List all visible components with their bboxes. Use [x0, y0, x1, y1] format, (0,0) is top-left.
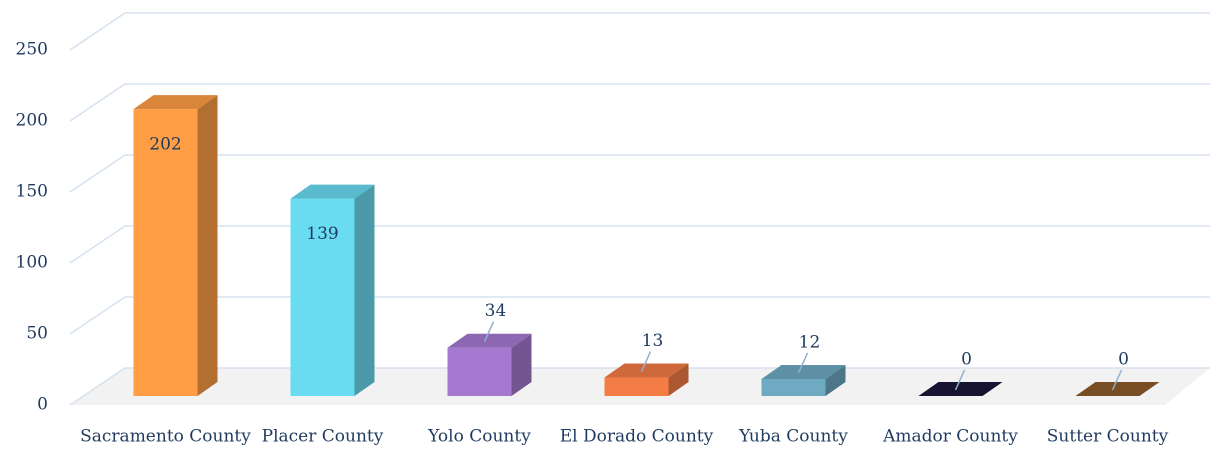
- value-label: 0: [1118, 350, 1129, 370]
- leader-line: [1111, 369, 1123, 391]
- bar: [761, 378, 826, 396]
- y-tick-label: 50: [26, 324, 48, 344]
- x-tick-label: Amador County: [882, 427, 1018, 447]
- bar-top: [133, 95, 218, 110]
- y-tick-label: 150: [16, 182, 48, 202]
- y-tick-label: 250: [16, 40, 48, 60]
- bar-top: [1075, 382, 1160, 396]
- leader-line: [954, 369, 966, 391]
- value-label: 202: [149, 135, 181, 155]
- bar-top: [290, 184, 375, 199]
- grid-line: [69, 225, 1210, 264]
- bar-side: [825, 364, 846, 396]
- y-tick-label: 100: [16, 253, 48, 273]
- bar-top: [604, 363, 689, 378]
- x-tick-label: Yuba County: [738, 427, 848, 447]
- grid-line: [69, 367, 1210, 406]
- leader-line: [797, 352, 809, 374]
- bar-side: [354, 184, 375, 396]
- x-tick-label: Yolo County: [427, 427, 531, 447]
- y-tick-label: 0: [37, 395, 48, 415]
- grid-line: [69, 154, 1210, 193]
- bar-top: [918, 382, 1003, 396]
- grid-line: [69, 296, 1210, 335]
- x-tick-label: Placer County: [262, 427, 384, 447]
- value-label: 12: [799, 332, 821, 352]
- y-tick-label: 200: [16, 111, 48, 131]
- leader-line: [483, 321, 495, 343]
- value-label: 13: [642, 331, 664, 351]
- bar: [447, 347, 512, 396]
- bar: [133, 109, 198, 396]
- value-label: 0: [961, 350, 972, 370]
- x-tick-label: Sutter County: [1047, 427, 1169, 447]
- value-label: 34: [485, 301, 507, 321]
- bar: [290, 198, 355, 396]
- leader-line: [640, 351, 652, 372]
- x-tick-label: El Dorado County: [560, 427, 714, 447]
- grid-line: [69, 12, 1210, 51]
- grid-line: [69, 83, 1210, 122]
- bar-side: [197, 95, 218, 396]
- bar: [604, 377, 669, 396]
- bar-top: [761, 364, 846, 379]
- bar-top: [447, 333, 532, 348]
- x-tick-label: Sacramento County: [80, 427, 251, 447]
- bar-side: [511, 333, 532, 396]
- bar-side: [668, 363, 689, 396]
- value-label: 139: [306, 224, 338, 244]
